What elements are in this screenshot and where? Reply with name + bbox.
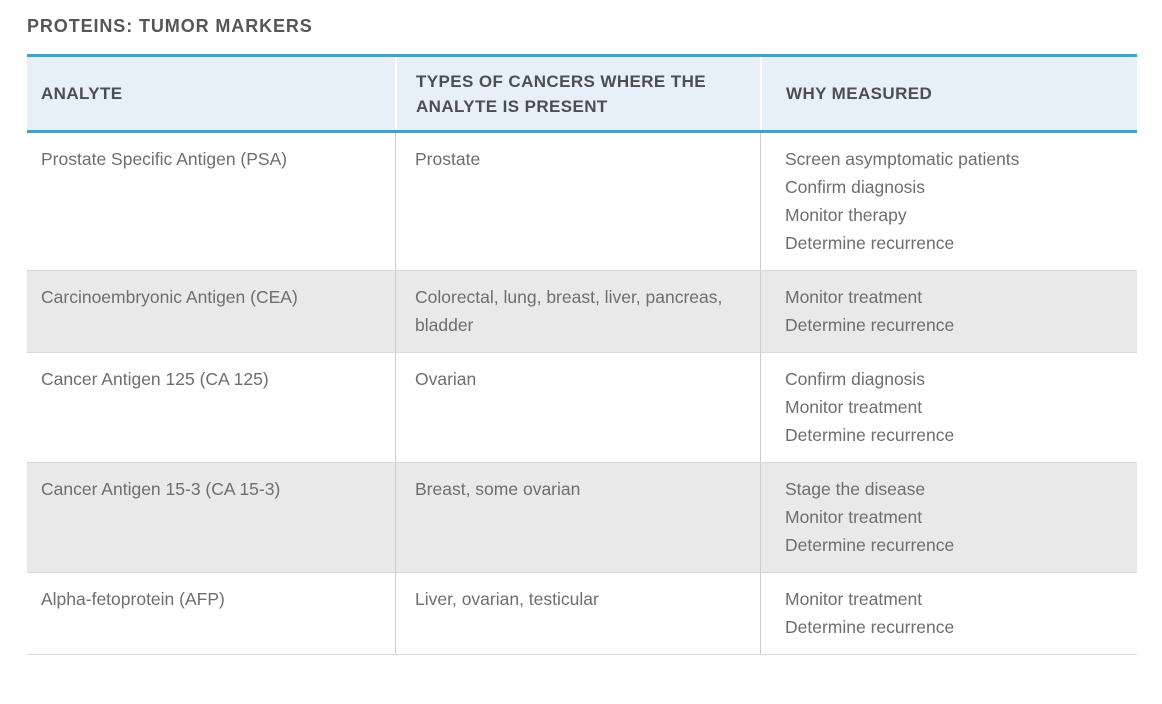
why-measured-cell: Monitor treatment Determine recurrence — [760, 573, 1137, 654]
why-line: Confirm diagnosis — [785, 369, 926, 389]
analyte-cell: Cancer Antigen 15-3 (CA 15-3) — [41, 479, 281, 499]
cancers-cell: Prostate — [395, 133, 760, 270]
page: PROTEINS: TUMOR MARKERS ANALYTE TYPES OF… — [27, 16, 1137, 655]
why-line: Monitor treatment — [785, 397, 923, 417]
analyte-cell: Prostate Specific Antigen (PSA) — [41, 149, 288, 169]
column-header-analyte: ANALYTE — [27, 57, 395, 130]
cancers-cell: Breast, some ovarian — [395, 463, 760, 572]
table-body: Prostate Specific Antigen (PSA) Prostate… — [27, 133, 1137, 655]
column-header-label: ANALYTE — [41, 84, 123, 103]
tumor-markers-table: ANALYTE TYPES OF CANCERS WHERE THE ANALY… — [27, 54, 1137, 655]
cancers-cell: Ovarian — [395, 353, 760, 462]
table-header-row: ANALYTE TYPES OF CANCERS WHERE THE ANALY… — [27, 54, 1137, 133]
why-line: Determine recurrence — [785, 425, 955, 445]
table-row-psa: Prostate Specific Antigen (PSA) Prostate… — [27, 133, 1137, 270]
why-line: Monitor therapy — [785, 205, 907, 225]
analyte-cell: Carcinoembryonic Antigen (CEA) — [41, 287, 298, 307]
table-row-ca153: Cancer Antigen 15-3 (CA 15-3) Breast, so… — [27, 462, 1137, 572]
cancers-cell: Liver, ovarian, testicular — [395, 573, 760, 654]
table-row-cea: Carcinoembryonic Antigen (CEA) Colorecta… — [27, 270, 1137, 352]
column-header-why-measured: WHY MEASURED — [760, 57, 1137, 130]
page-title: PROTEINS: TUMOR MARKERS — [27, 16, 313, 36]
column-header-label: TYPES OF CANCERS WHERE THE ANALYTE IS PR… — [416, 71, 706, 116]
why-measured-cell: Screen asymptomatic patients Confirm dia… — [760, 133, 1137, 270]
why-line: Determine recurrence — [785, 617, 955, 637]
cancers-cell: Colorectal, lung, breast, liver, pancrea… — [395, 271, 760, 352]
why-line: Determine recurrence — [785, 315, 955, 335]
why-measured-cell: Monitor treatment Determine recurrence — [760, 271, 1137, 352]
analyte-cell: Cancer Antigen 125 (CA 125) — [41, 369, 269, 389]
why-line: Determine recurrence — [785, 233, 955, 253]
column-header-cancer-types: TYPES OF CANCERS WHERE THE ANALYTE IS PR… — [395, 57, 760, 130]
column-header-label: WHY MEASURED — [786, 84, 933, 103]
analyte-cell: Alpha-fetoprotein (AFP) — [41, 589, 225, 609]
why-line: Screen asymptomatic patients — [785, 149, 1020, 169]
why-line: Determine recurrence — [785, 535, 955, 555]
why-line: Monitor treatment — [785, 589, 923, 609]
why-line: Stage the disease — [785, 479, 926, 499]
table-row-ca125: Cancer Antigen 125 (CA 125) Ovarian Conf… — [27, 352, 1137, 462]
why-line: Confirm diagnosis — [785, 177, 926, 197]
why-measured-cell: Stage the disease Monitor treatment Dete… — [760, 463, 1137, 572]
table-row-afp: Alpha-fetoprotein (AFP) Liver, ovarian, … — [27, 572, 1137, 654]
why-line: Monitor treatment — [785, 507, 923, 527]
why-line: Monitor treatment — [785, 287, 923, 307]
why-measured-cell: Confirm diagnosis Monitor treatment Dete… — [760, 353, 1137, 462]
